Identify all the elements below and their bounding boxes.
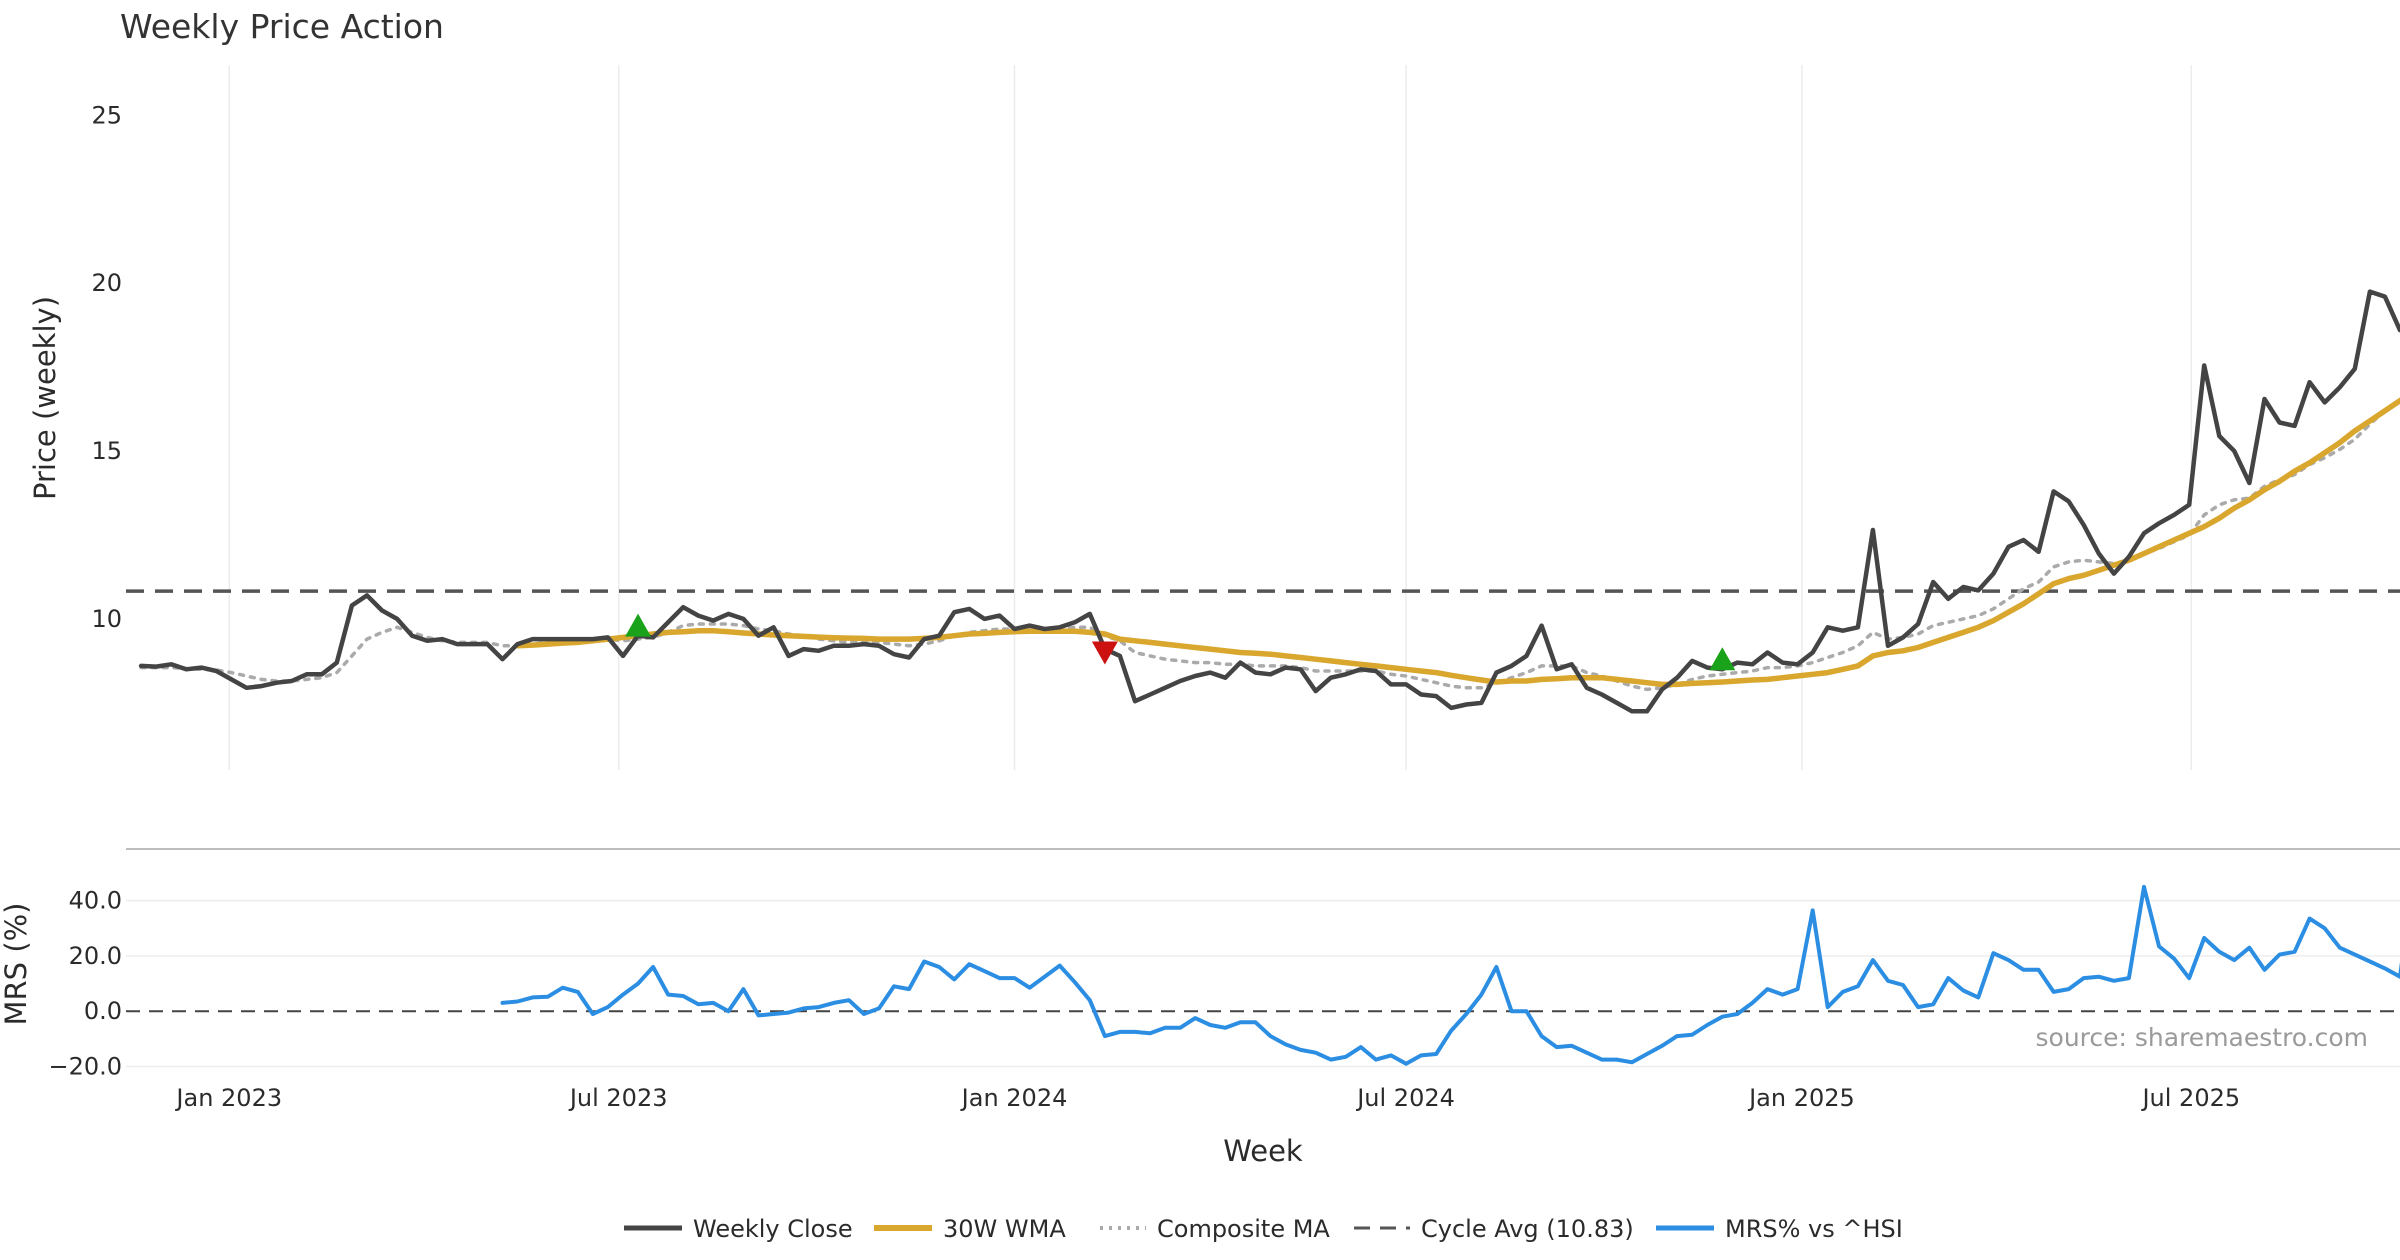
mrs-ytick-label: 20.0 [69, 942, 122, 970]
x-tick-label: Jan 2023 [174, 1084, 282, 1112]
price-ytick-label: 20 [91, 269, 122, 297]
mrs-ytick-label: 0.0 [84, 997, 122, 1025]
price-yticks: 10 15 20 25 [91, 101, 122, 633]
legend-label-composite: Composite MA [1157, 1215, 1330, 1243]
mrs-ytick-label: 40.0 [69, 887, 122, 915]
mrs-ytick-label: −20.0 [48, 1052, 122, 1080]
weekly-close-series [138, 289, 2400, 714]
source-note: source: sharemaestro.com [2036, 1023, 2369, 1052]
x-tick-label: Jul 2023 [568, 1084, 668, 1112]
x-axis-label: Week [1223, 1134, 1303, 1168]
buy-signal-marker [1709, 647, 1736, 671]
price-ytick-label: 15 [91, 437, 122, 465]
sell-signal-marker [1091, 641, 1118, 665]
mrs-yticks: −20.0 0.0 20.0 40.0 [48, 887, 122, 1081]
buy-signal-marker [625, 613, 652, 637]
mrs-ylabel: MRS (%) [0, 903, 33, 1026]
price-ytick-label: 10 [91, 605, 122, 633]
legend: Weekly Close 30W WMA Composite MA Cycle … [624, 1215, 1903, 1243]
legend-label-weekly-close: Weekly Close [693, 1215, 853, 1243]
x-tick-labels: Jan 2023 Jul 2023 Jan 2024 Jul 2024 Jan 2025… [174, 1084, 2240, 1112]
x-tick-label: Jul 2025 [2140, 1084, 2240, 1112]
x-tick-label: Jul 2024 [1355, 1084, 1455, 1112]
mrs-series [500, 884, 2400, 1066]
price-ytick-label: 25 [91, 101, 122, 129]
signal-markers [625, 613, 1736, 671]
chart-title: Weekly Price Action [120, 7, 444, 46]
x-tick-label: Jan 2024 [960, 1084, 1068, 1112]
legend-label-wma: 30W WMA [943, 1215, 1066, 1243]
wma-30w-series [514, 397, 2400, 688]
legend-label-mrs: MRS% vs ^HSI [1725, 1215, 1903, 1243]
legend-label-cycle: Cycle Avg (10.83) [1421, 1215, 1634, 1243]
mrs-grid [126, 899, 2400, 1068]
price-ylabel: Price (weekly) [28, 296, 62, 500]
price-grid [228, 65, 2193, 770]
x-tick-label: Jan 2025 [1747, 1084, 1855, 1112]
composite-ma-series [139, 398, 2400, 692]
